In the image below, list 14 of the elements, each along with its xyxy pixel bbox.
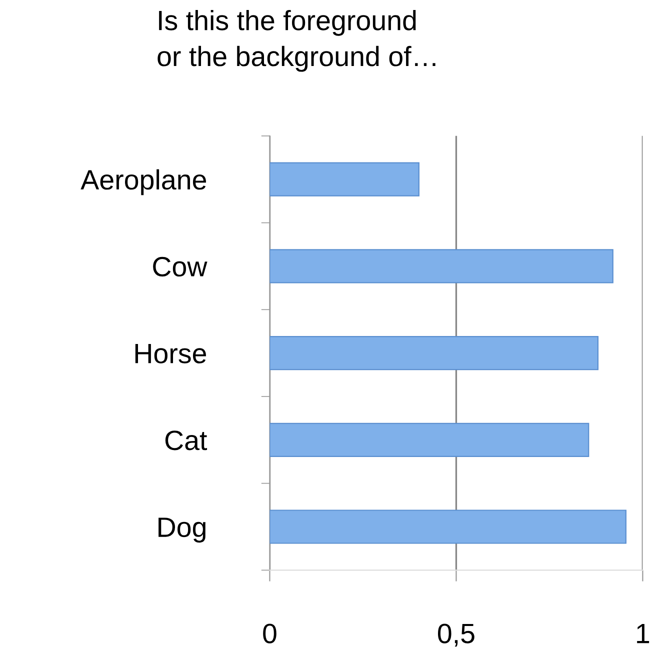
y-tick-label: Cow — [153, 256, 208, 277]
y-tick-label: Aeroplane — [80, 169, 206, 196]
bar — [270, 336, 598, 370]
x-tick-label: 0,5 — [438, 624, 474, 647]
y-tick-label: Cat — [165, 430, 208, 450]
x-tick-label: 1 — [637, 624, 650, 644]
bar — [270, 510, 626, 544]
bar — [270, 162, 420, 196]
bar — [270, 422, 590, 457]
y-tick-label: Horse — [135, 344, 206, 364]
bar — [270, 249, 614, 284]
x-tick-label: 0 — [263, 624, 276, 644]
y-tick-label: Dog — [158, 518, 206, 543]
chart-title: Is this the foreground or the background of… — [158, 10, 436, 72]
